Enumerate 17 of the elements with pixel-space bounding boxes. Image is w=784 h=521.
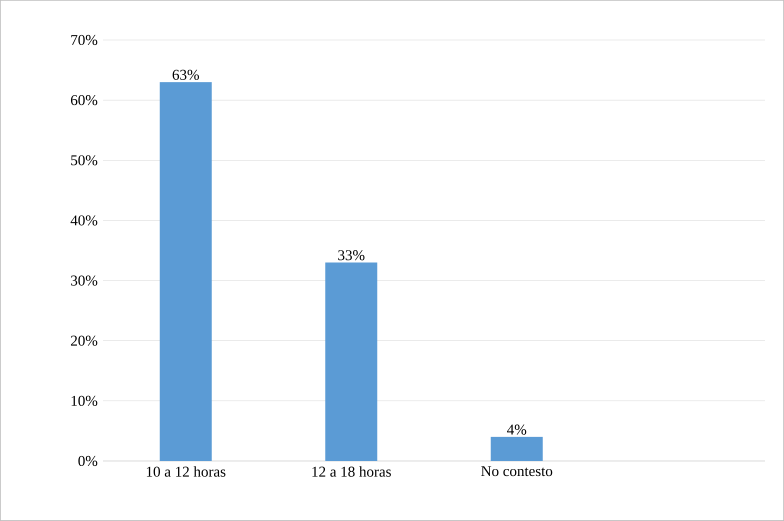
- y-tick-label: 0%: [78, 456, 98, 466]
- data-label: 63%: [172, 70, 199, 80]
- bar: [160, 82, 212, 461]
- y-tick-label: 30%: [71, 275, 98, 286]
- y-tick-label: 60%: [70, 95, 98, 106]
- y-tick-label: 40%: [70, 215, 98, 226]
- x-tick-label: No contesto: [481, 466, 552, 476]
- data-label: 4%: [507, 424, 526, 435]
- y-tick-label: 10%: [72, 396, 98, 406]
- x-tick-label: 10 a 12 horas: [146, 466, 226, 477]
- x-tick-label: 12 a 18 horas: [312, 466, 391, 477]
- y-tick-label: 20%: [70, 336, 98, 346]
- y-tick-label: 70%: [71, 34, 98, 46]
- bar: [325, 262, 378, 461]
- bar: [490, 436, 543, 461]
- data-label: 33%: [338, 250, 364, 260]
- y-tick-label: 50%: [71, 155, 98, 166]
